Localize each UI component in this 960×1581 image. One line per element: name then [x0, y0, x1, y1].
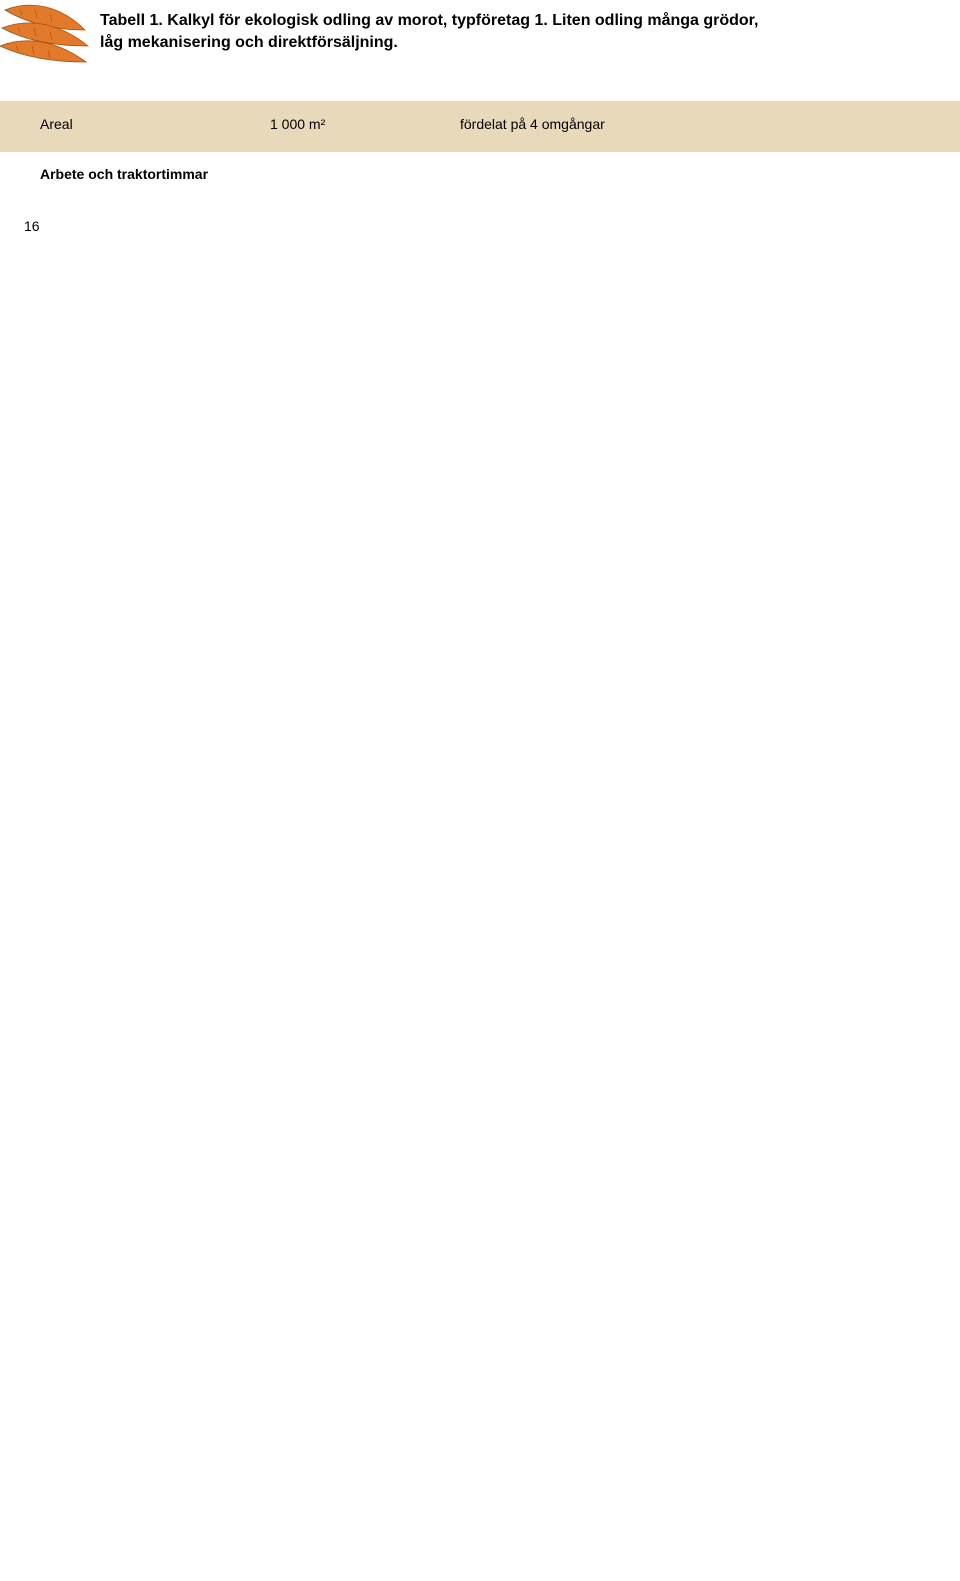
table-title: Tabell 1. Kalkyl för ekologisk odling av… — [100, 10, 940, 53]
title-line-1: Tabell 1. Kalkyl för ekologisk odling av… — [100, 12, 758, 29]
work-title: Arbete och traktortimmar — [40, 166, 920, 192]
table-header: Tabell 1. Kalkyl för ekologisk odling av… — [0, 0, 960, 101]
page-number: 16 — [0, 192, 960, 250]
work-table-wrap: Arbete och traktortimmar — [0, 152, 960, 192]
carrot-icon — [0, 0, 90, 75]
page: Tabell 1. Kalkyl för ekologisk odling av… — [0, 0, 960, 250]
cost-table: Areal1 000 m²fördelat på 4 omgångar — [40, 115, 920, 134]
title-line-2: låg mekanisering och direktförsäljning. — [100, 34, 398, 51]
table-row: Areal1 000 m²fördelat på 4 omgångar — [40, 115, 920, 134]
cost-table-band: Areal1 000 m²fördelat på 4 omgångar — [0, 101, 960, 152]
